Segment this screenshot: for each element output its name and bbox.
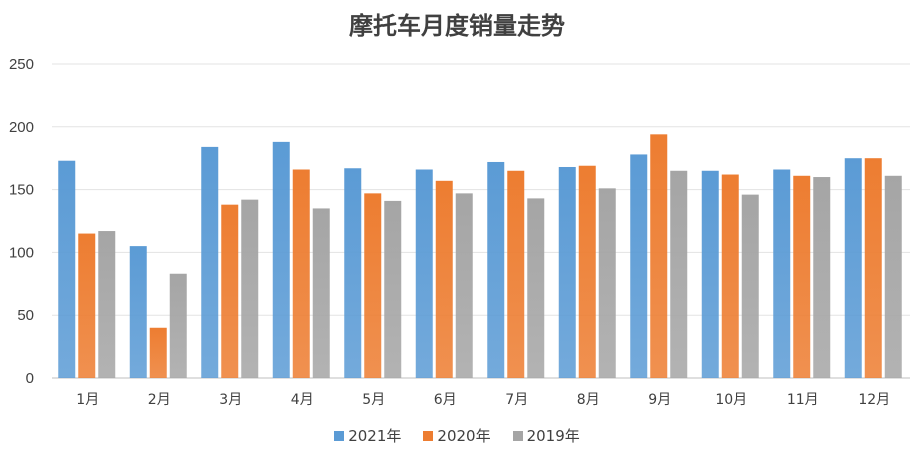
- y-tick-label: 250: [9, 56, 34, 73]
- x-tick-label: 8月: [577, 392, 600, 408]
- x-tick-label: 11月: [787, 392, 819, 408]
- x-axis: 1月 2月 3月 4月 5月 6月 7月 8月 9月 10月 11月 12月: [76, 392, 890, 408]
- bar-2020年-7月: [507, 170, 525, 378]
- bar-2021年-3月: [201, 146, 219, 378]
- x-tick-label: 9月: [648, 392, 671, 408]
- bar-2021年-11月: [773, 169, 791, 378]
- legend-label: 2019年: [526, 427, 580, 445]
- bar-2019年-1月: [98, 231, 116, 378]
- bar-2019年-10月: [741, 194, 759, 378]
- bar-2021年-4月: [272, 141, 290, 378]
- bars: [58, 134, 902, 378]
- x-tick-label: 1月: [76, 392, 99, 408]
- legend-swatch: [512, 430, 523, 441]
- legend-swatch: [423, 430, 434, 441]
- bar-2019年-8月: [598, 188, 616, 378]
- x-tick-label: 10月: [715, 392, 747, 408]
- bar-2020年-5月: [364, 193, 382, 378]
- bar-2019年-3月: [241, 199, 259, 378]
- legend-swatch: [334, 430, 345, 441]
- bar-2020年-11月: [793, 175, 811, 378]
- bar-2021年-12月: [844, 158, 862, 378]
- x-tick-label: 7月: [505, 392, 528, 408]
- bar-2019年-11月: [813, 177, 831, 378]
- y-tick-label: 0: [26, 370, 34, 387]
- bar-2019年-5月: [384, 200, 402, 378]
- legend-label: 2021年: [348, 427, 402, 445]
- bar-2020年-3月: [221, 204, 239, 378]
- legend: 2021年 2020年 2019年: [0, 425, 914, 446]
- bar-2021年-6月: [415, 169, 433, 378]
- bar-2021年-8月: [558, 166, 576, 378]
- legend-item: 2019年: [512, 425, 580, 446]
- bar-2019年-6月: [455, 193, 473, 378]
- bar-2021年-7月: [487, 161, 505, 378]
- y-tick-label: 150: [9, 182, 34, 199]
- bar-2020年-1月: [78, 233, 96, 378]
- bar-2021年-10月: [701, 170, 719, 378]
- y-axis: 0 50 100 150 200 250: [9, 56, 34, 387]
- y-tick-label: 50: [17, 307, 34, 324]
- x-tick-label: 2月: [148, 392, 171, 408]
- gridlines: [52, 63, 910, 379]
- legend-label: 2020年: [437, 427, 491, 445]
- bar-2021年-5月: [344, 168, 362, 378]
- bar-2021年-2月: [129, 246, 147, 378]
- bar-2021年-1月: [58, 160, 76, 378]
- legend-item: 2020年: [423, 425, 491, 446]
- bar-2019年-4月: [312, 208, 330, 378]
- x-tick-label: 3月: [219, 392, 242, 408]
- x-tick-label: 12月: [858, 392, 890, 408]
- bar-2019年-7月: [527, 198, 545, 378]
- legend-item: 2021年: [334, 425, 401, 446]
- x-tick-label: 6月: [434, 392, 457, 408]
- bar-2020年-9月: [650, 134, 668, 378]
- chart-title: 摩托车月度销量走势: [349, 12, 565, 40]
- bar-2019年-9月: [670, 170, 688, 378]
- bar-2020年-12月: [864, 158, 882, 378]
- bar-2020年-8月: [578, 165, 596, 378]
- y-tick-label: 200: [9, 119, 34, 136]
- x-tick-label: 4月: [291, 392, 314, 408]
- bar-2019年-2月: [169, 273, 187, 378]
- bar-2020年-10月: [721, 174, 739, 378]
- y-tick-label: 100: [9, 244, 34, 261]
- bar-2020年-6月: [435, 180, 453, 378]
- bar-2020年-2月: [149, 327, 167, 378]
- x-tick-label: 5月: [362, 392, 385, 408]
- bar-2019年-12月: [884, 175, 902, 378]
- bar-2021年-9月: [630, 154, 648, 378]
- bar-2020年-4月: [292, 169, 310, 378]
